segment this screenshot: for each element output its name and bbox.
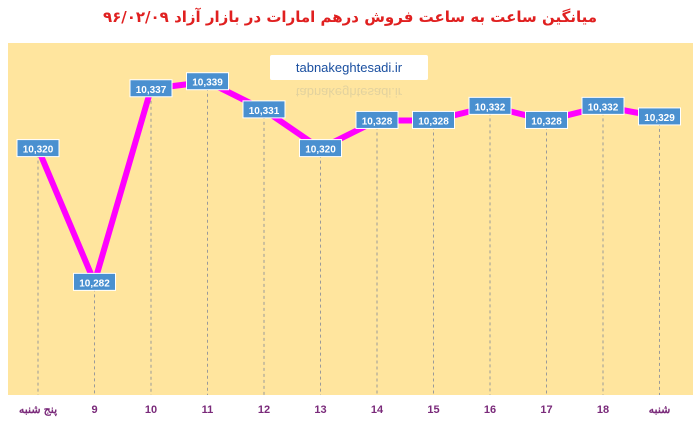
data-label-text: 10,332: [475, 102, 506, 113]
data-label: 10,337: [129, 79, 173, 98]
data-label-text: 10,320: [23, 145, 54, 156]
data-label: 10,331: [242, 100, 286, 119]
data-label-box: [581, 96, 625, 115]
data-label-box: [242, 100, 286, 119]
x-tick-label: 13: [314, 404, 326, 416]
data-label-box: [299, 139, 342, 158]
data-label-box: [186, 72, 229, 91]
data-label: 10,282: [73, 272, 116, 291]
x-tick-label: شنبه: [649, 404, 671, 416]
data-label-text: 10,328: [362, 116, 393, 127]
x-tick-label: 18: [597, 404, 609, 416]
data-label-text: 10,329: [644, 113, 675, 124]
data-label: 10,332: [581, 96, 625, 115]
data-label-text: 10,332: [588, 102, 619, 113]
data-label-box: [16, 139, 60, 158]
data-label-text: 10,331: [249, 106, 280, 117]
data-label-text: 10,328: [418, 116, 449, 127]
data-label-box: [468, 96, 512, 115]
data-label: 10,320: [299, 139, 342, 158]
x-tick-label: 11: [202, 404, 214, 416]
data-label-box: [638, 107, 681, 126]
data-label-box: [129, 79, 173, 98]
data-label-text: 10,328: [531, 116, 562, 127]
data-label-box: [412, 110, 455, 129]
x-tick-label: پنج شنبه: [19, 404, 57, 416]
data-label-text: 10,320: [305, 145, 336, 156]
chart-title: میانگین ساعت به ساعت فروش درهم امارات در…: [102, 8, 598, 26]
x-tick-label: 16: [484, 404, 496, 416]
data-label-text: 10,339: [192, 78, 223, 89]
data-label-box: [525, 110, 568, 129]
x-tick-label: 15: [427, 404, 439, 416]
data-label: 10,320: [16, 139, 60, 158]
data-label: 10,329: [638, 107, 681, 126]
data-label-box: [355, 110, 399, 129]
x-tick-label: 17: [540, 404, 552, 416]
data-label: 10,328: [355, 110, 399, 129]
x-tick-label: 12: [258, 404, 270, 416]
plot-area: [8, 43, 693, 395]
watermark: tabnakeghtesadi.ir: [270, 55, 428, 80]
data-label-text: 10,282: [79, 278, 110, 289]
data-label-text: 10,337: [136, 85, 167, 96]
x-tick-label: 10: [145, 404, 157, 416]
x-tick-label: 14: [371, 404, 384, 416]
x-tick-label: 9: [91, 404, 97, 416]
data-label-box: [73, 272, 116, 291]
data-label: 10,332: [468, 96, 512, 115]
data-label: 10,339: [186, 72, 229, 91]
data-label: 10,328: [412, 110, 455, 129]
data-label: 10,328: [525, 110, 568, 129]
